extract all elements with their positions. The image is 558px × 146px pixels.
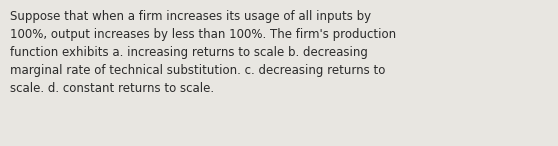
Text: Suppose that when a firm increases its usage of all inputs by
100%, output incre: Suppose that when a firm increases its u… [10,10,396,95]
